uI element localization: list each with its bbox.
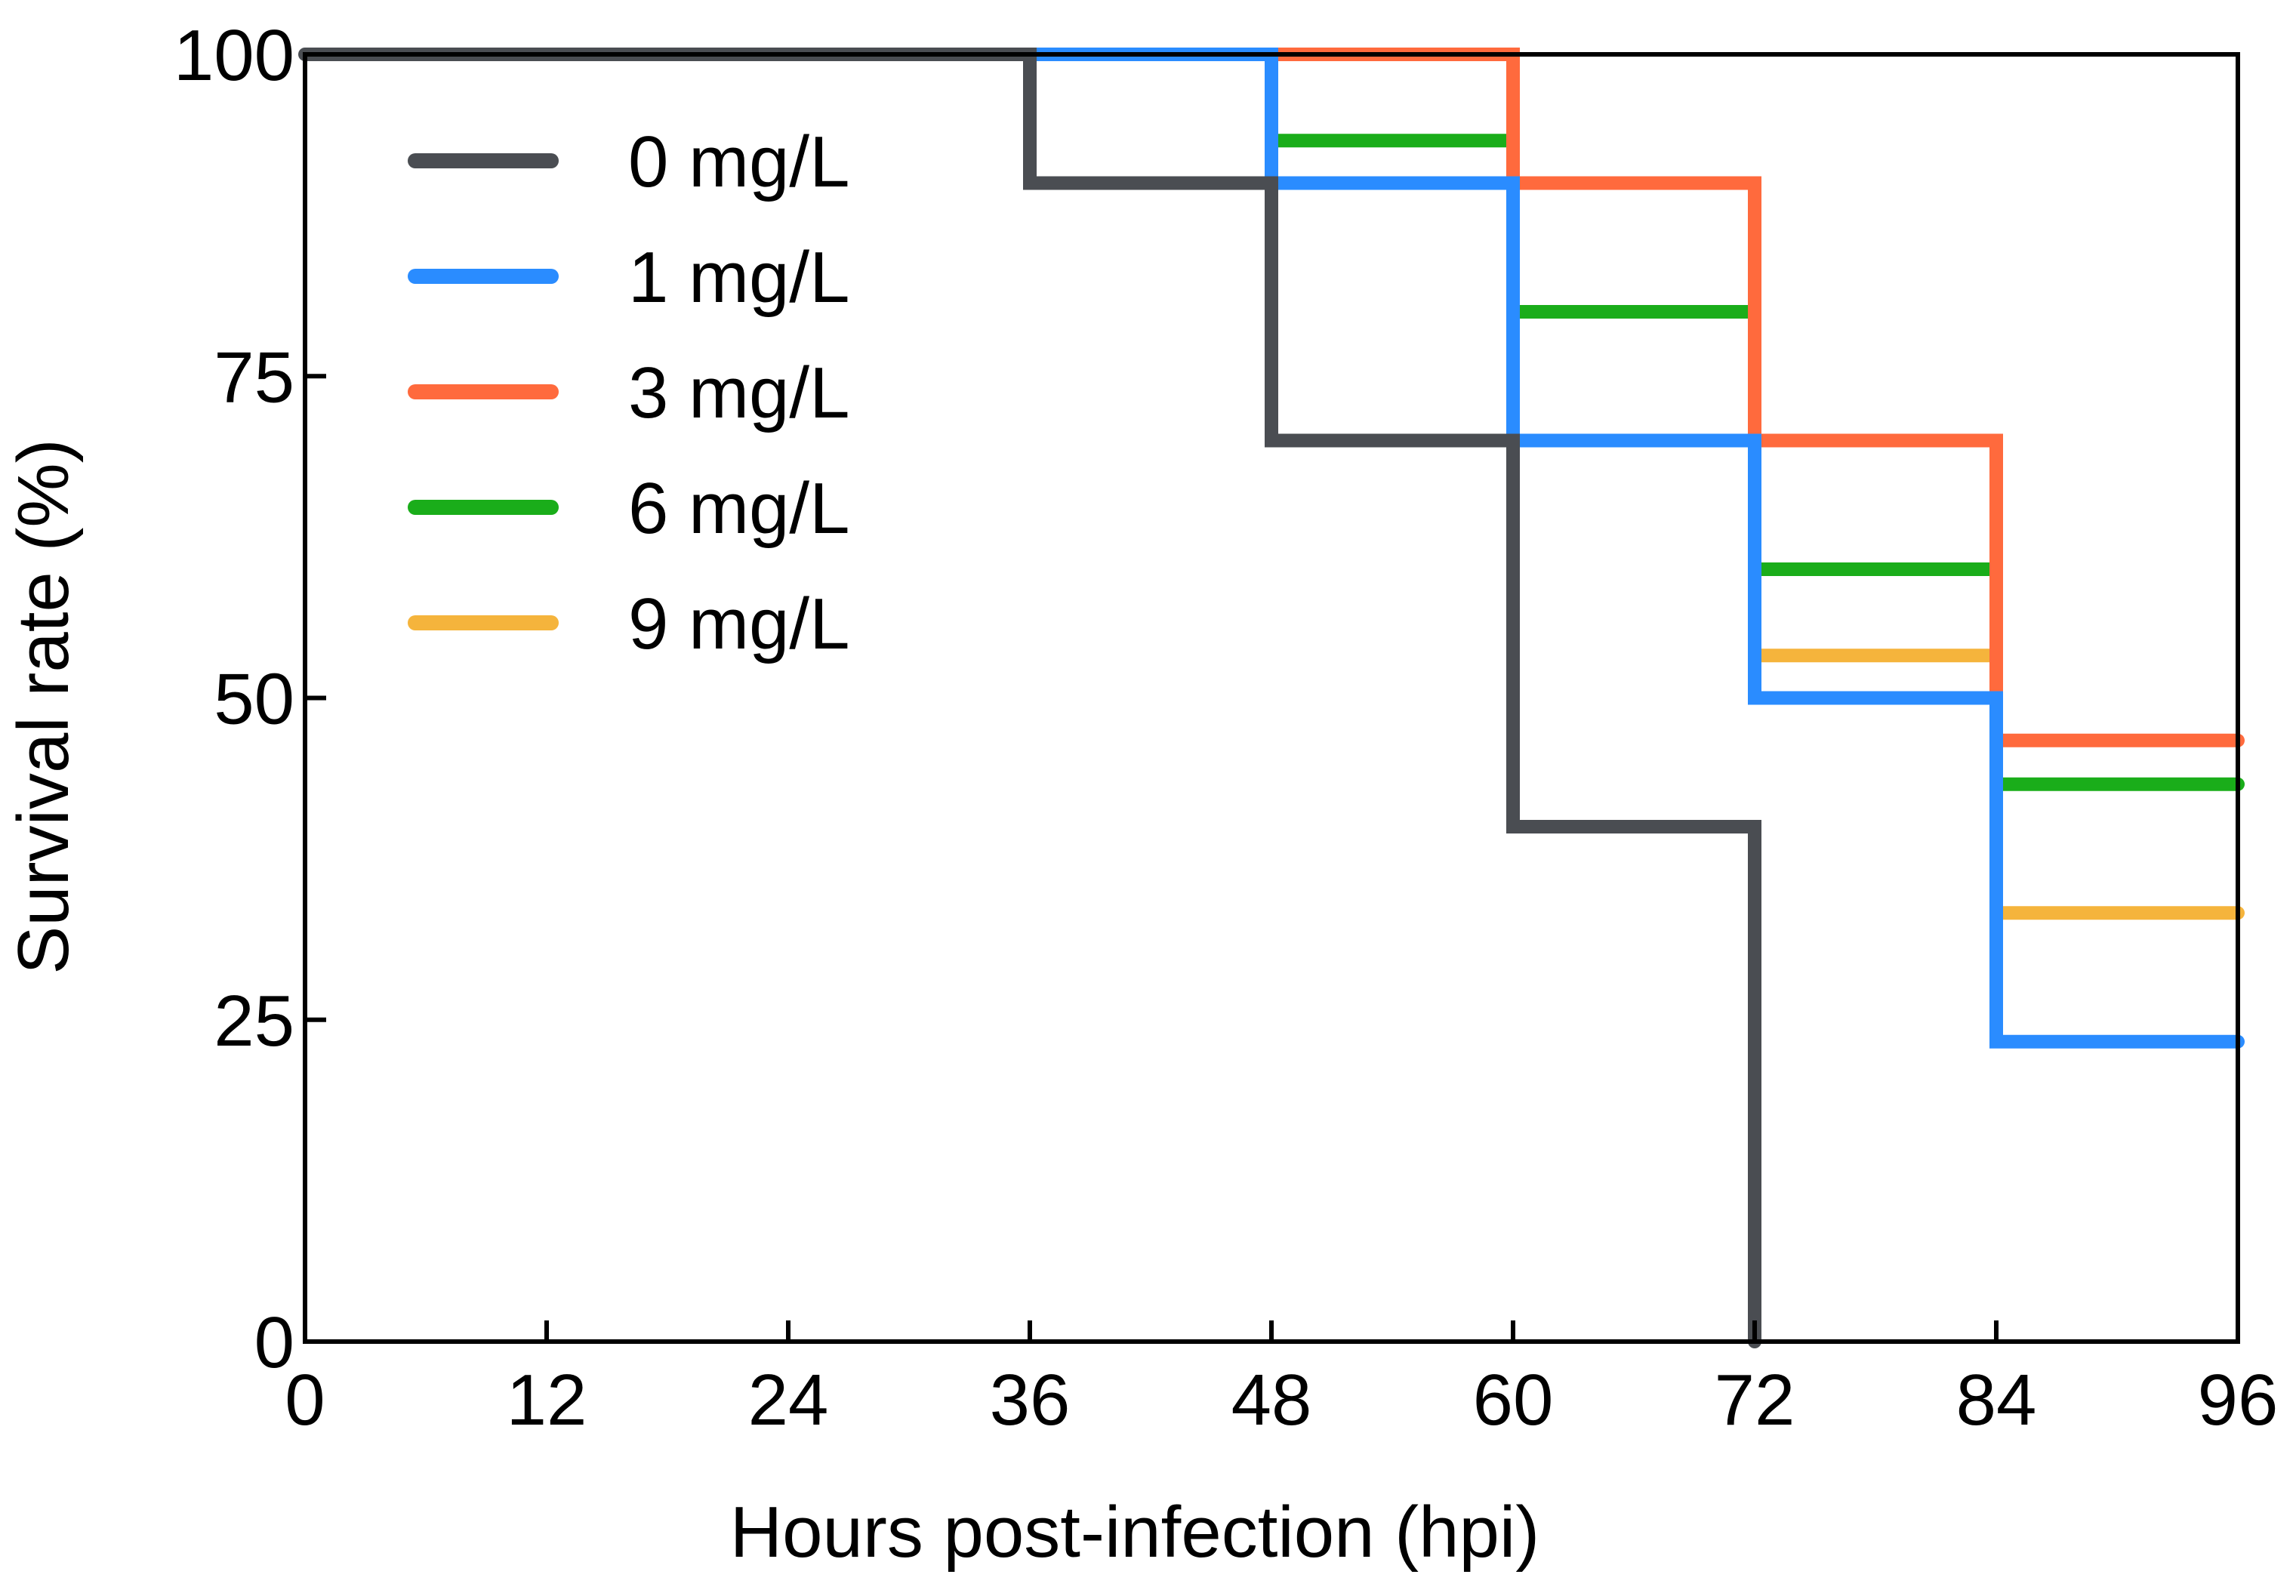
y-tick-label: 75 bbox=[214, 337, 294, 417]
x-tick-label: 48 bbox=[1231, 1360, 1312, 1440]
legend-label: 1 mg/L bbox=[628, 237, 849, 318]
x-tick-label: 72 bbox=[1715, 1360, 1795, 1440]
y-tick-label: 25 bbox=[214, 981, 294, 1061]
legend-label: 0 mg/L bbox=[628, 122, 849, 202]
x-tick-label: 36 bbox=[990, 1360, 1071, 1440]
x-axis-title: Hours post-infection (hpi) bbox=[730, 1492, 1539, 1573]
legend-label: 3 mg/L bbox=[628, 353, 849, 433]
y-tick-label: 50 bbox=[214, 659, 294, 740]
series-layer bbox=[298, 48, 2245, 1348]
x-tick-label: 84 bbox=[1956, 1360, 2037, 1440]
x-tick-label: 24 bbox=[748, 1360, 829, 1440]
series-line-1-mg-l bbox=[1023, 48, 2245, 1049]
x-tick-label: 0 bbox=[285, 1360, 325, 1440]
x-tick-label: 96 bbox=[2198, 1360, 2279, 1440]
y-tick-label: 0 bbox=[254, 1302, 294, 1383]
y-tick-label: 100 bbox=[174, 15, 294, 96]
legend-label: 6 mg/L bbox=[628, 468, 849, 549]
legend: 0 mg/L 1 mg/L 3 mg/L 6 mg/L 9 mg/L bbox=[408, 122, 849, 664]
y-axis-title: Survival rate (%) bbox=[3, 439, 84, 975]
legend-label: 9 mg/L bbox=[628, 584, 849, 664]
axis-ticks: 0 12 24 36 48 60 72 84 96 0 25 50 75 100 bbox=[174, 15, 2279, 1440]
series-line-3-mg-l bbox=[1265, 48, 2245, 747]
x-tick-label: 60 bbox=[1473, 1360, 1554, 1440]
x-tick-label: 12 bbox=[507, 1360, 587, 1440]
series-line-0-mg-l bbox=[298, 48, 1761, 1348]
